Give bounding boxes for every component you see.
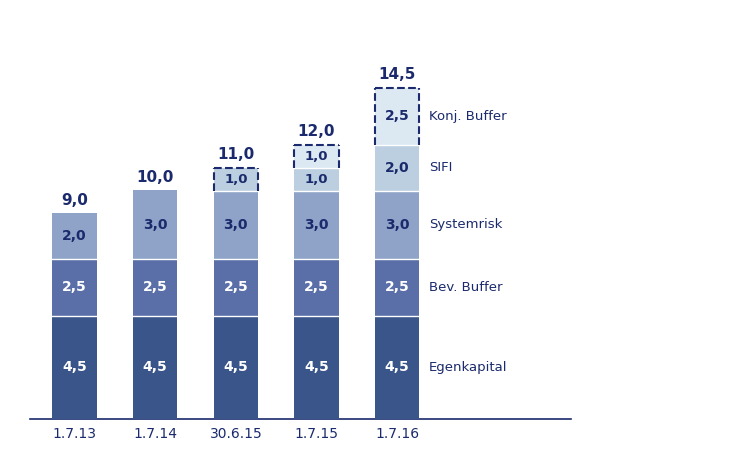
- Text: Egenkapital: Egenkapital: [429, 361, 508, 374]
- Text: Bev. Buffer: Bev. Buffer: [429, 281, 502, 294]
- Bar: [53, 213, 97, 259]
- Bar: [294, 316, 339, 418]
- Bar: [375, 316, 420, 418]
- Bar: [53, 316, 97, 418]
- Bar: [53, 259, 97, 316]
- Text: 4,5: 4,5: [62, 360, 87, 374]
- Text: 11,0: 11,0: [217, 147, 255, 162]
- Text: 2,5: 2,5: [143, 280, 167, 294]
- Text: 12,0: 12,0: [298, 124, 335, 139]
- Bar: [294, 259, 339, 316]
- Text: 2,0: 2,0: [385, 161, 409, 175]
- Bar: [213, 316, 258, 418]
- Text: 2,5: 2,5: [385, 109, 409, 123]
- Bar: [375, 259, 420, 316]
- Text: Innføringsplan - krav til ren kjernekapital: Innføringsplan - krav til ren kjernekapi…: [166, 19, 585, 37]
- Text: SIFI: SIFI: [429, 161, 453, 174]
- Text: Systemrisk: Systemrisk: [429, 218, 502, 231]
- Text: 2,5: 2,5: [304, 280, 329, 294]
- Text: 1,0: 1,0: [305, 173, 328, 186]
- Text: 2,5: 2,5: [62, 280, 87, 294]
- Text: 4,5: 4,5: [143, 360, 167, 374]
- Bar: [375, 191, 420, 259]
- Text: 1,0: 1,0: [224, 173, 248, 186]
- Bar: [133, 259, 177, 316]
- Text: 2,5: 2,5: [224, 280, 249, 294]
- Text: 2,5: 2,5: [385, 280, 409, 294]
- Bar: [133, 191, 177, 259]
- Text: 4,5: 4,5: [385, 360, 409, 374]
- Bar: [294, 145, 339, 168]
- Text: 10,0: 10,0: [137, 170, 173, 185]
- Text: 2,0: 2,0: [62, 229, 86, 243]
- Text: Konj. Buffer: Konj. Buffer: [429, 110, 507, 123]
- Text: 14,5: 14,5: [379, 67, 416, 82]
- Text: 4,5: 4,5: [224, 360, 249, 374]
- Bar: [375, 145, 420, 191]
- Text: 3,0: 3,0: [224, 218, 248, 232]
- Text: 3,0: 3,0: [385, 218, 409, 232]
- Bar: [133, 316, 177, 418]
- Bar: [213, 191, 258, 259]
- Bar: [294, 191, 339, 259]
- Bar: [375, 88, 420, 145]
- Text: 9,0: 9,0: [61, 193, 88, 207]
- Text: 3,0: 3,0: [304, 218, 329, 232]
- Bar: [294, 168, 339, 191]
- Bar: [213, 168, 258, 191]
- Text: 1,0: 1,0: [305, 150, 328, 163]
- Text: 4,5: 4,5: [304, 360, 329, 374]
- Text: 3,0: 3,0: [143, 218, 167, 232]
- Bar: [213, 259, 258, 316]
